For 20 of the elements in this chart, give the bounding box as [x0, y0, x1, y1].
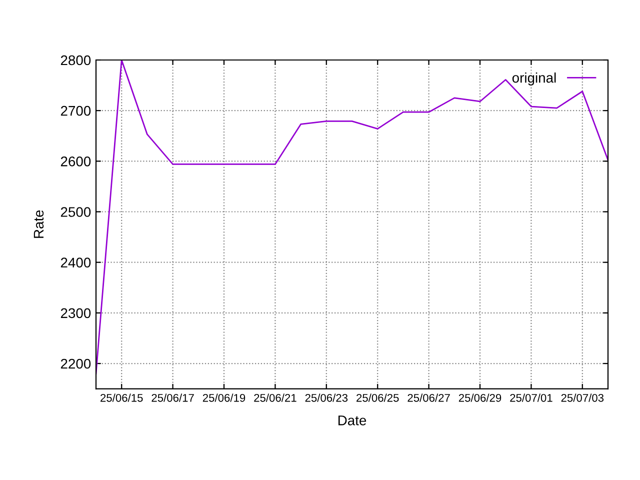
x-tick-label: 25/07/01 — [510, 394, 552, 402]
x-tick-label: 25/07/03 — [561, 394, 604, 402]
legend-label: original — [512, 72, 556, 86]
x-axis-title: Date — [338, 416, 366, 426]
y-tick-label: 2800 — [60, 55, 91, 66]
x-tick-label: 25/06/19 — [202, 394, 246, 402]
x-tick-label: 25/06/27 — [408, 394, 450, 402]
x-tick-label: 25/06/23 — [305, 394, 348, 402]
y-tick-label: 2700 — [60, 106, 91, 116]
y-tick-label: 2400 — [60, 258, 91, 268]
x-tick-label: 25/06/25 — [356, 394, 399, 402]
y-tick-label: 2300 — [60, 308, 91, 318]
x-tick-label: 25/06/21 — [254, 394, 296, 402]
y-tick-label: 2500 — [60, 207, 91, 217]
y-tick-label: 2600 — [60, 156, 91, 166]
x-tick-label: 25/06/17 — [152, 394, 194, 402]
x-tick-label: 25/06/29 — [458, 394, 502, 402]
y-axis-title: Rate — [34, 210, 44, 238]
y-tick-label: 2200 — [60, 358, 91, 369]
x-tick-label: 25/06/15 — [100, 394, 143, 402]
